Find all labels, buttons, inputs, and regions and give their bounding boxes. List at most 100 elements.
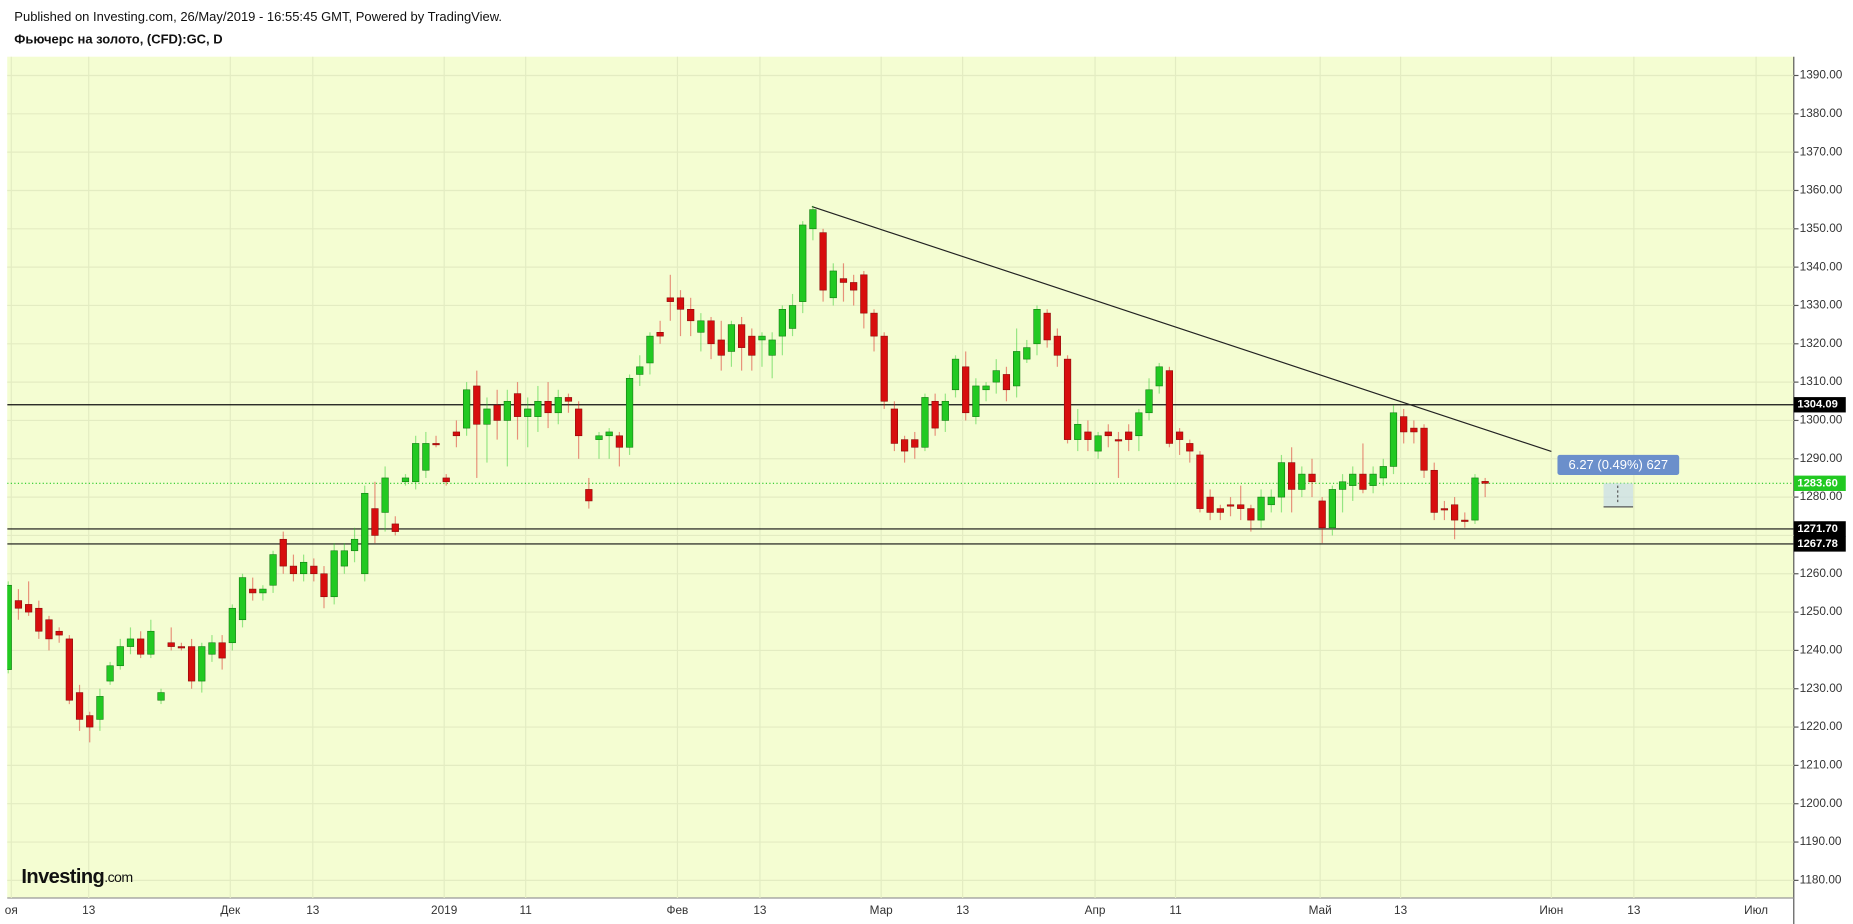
candle-body: [55, 630, 63, 636]
candle-body: [1165, 370, 1174, 444]
candle-body: [1175, 431, 1184, 440]
measure-label: 6.27 (0.49%) 627: [1569, 457, 1669, 472]
y-tick-label: 1390.00: [1800, 68, 1843, 82]
candle-body: [656, 331, 664, 337]
candle-body: [941, 400, 949, 421]
candle-body: [1308, 473, 1316, 483]
candle-body: [198, 646, 206, 682]
plot-bg: [7, 56, 1794, 899]
candle-body: [850, 282, 858, 291]
candle-body: [340, 550, 348, 567]
last-price-label-bg: [1793, 475, 1846, 491]
candle-body: [1420, 427, 1428, 471]
candle-body: [167, 642, 175, 647]
candle-body: [951, 358, 960, 391]
candle-body: [1216, 508, 1224, 513]
x-tick-label: Фев: [667, 903, 689, 917]
candle-body: [768, 339, 776, 356]
candle-body: [1043, 312, 1051, 341]
candle-body: [625, 377, 634, 448]
candle-body: [208, 642, 216, 655]
candle-body: [228, 607, 236, 644]
candle-body: [829, 270, 837, 299]
candle-body: [1196, 454, 1204, 509]
candle-body: [330, 550, 338, 598]
candle-body: [1430, 469, 1438, 513]
candle-body: [524, 408, 532, 417]
candle-body: [259, 588, 267, 594]
y-tick-label: 1190.00: [1800, 834, 1842, 848]
candle-body: [1369, 473, 1377, 486]
logo: Investing.com: [21, 866, 132, 888]
y-tick-label: 1370.00: [1800, 144, 1843, 158]
x-tick-label: 13: [1394, 903, 1408, 917]
candle-body: [727, 324, 736, 352]
overlays: 1304.09 1271.70 1267.78 1283.60: [1793, 397, 1846, 552]
y-tick-label: 1200.00: [1800, 796, 1843, 810]
candle-body: [361, 492, 369, 575]
y-tick-label: 1360.00: [1800, 183, 1843, 197]
candle-body: [289, 565, 298, 575]
x-tick-label: Июн: [1539, 903, 1563, 917]
candle-body: [462, 389, 471, 429]
candle-body: [1298, 473, 1306, 490]
candle-body: [442, 477, 450, 483]
x-tick-label: 13: [306, 903, 320, 917]
candle-body: [1033, 308, 1041, 345]
levels: [7, 206, 1794, 545]
y-tick-label: 1250.00: [1800, 604, 1843, 618]
candle-body: [839, 278, 848, 283]
candle-body: [1379, 466, 1387, 479]
candle-body: [391, 523, 399, 532]
candle-body: [1328, 489, 1336, 529]
y-tick-label: 1330.00: [1800, 298, 1843, 312]
x-tick-label: 11: [520, 903, 532, 917]
candle-body: [1186, 443, 1194, 452]
candle-body: [116, 646, 124, 667]
candle-body: [717, 339, 725, 356]
x-tick-label: Июл: [1744, 903, 1768, 917]
candle-body: [157, 692, 165, 701]
candle-body: [982, 385, 990, 391]
candle-body: [350, 538, 359, 552]
x-tick-label: Дек: [220, 903, 241, 917]
candle-body: [401, 477, 410, 483]
candle-body: [503, 400, 511, 421]
candle-body: [513, 393, 522, 417]
candle-body: [1267, 496, 1275, 506]
candle-body: [1338, 481, 1347, 490]
candles: [7, 205, 1489, 743]
candle-body: [1074, 423, 1082, 440]
candle-body: [758, 335, 766, 341]
candle-body: [575, 408, 583, 437]
candle-body: [106, 665, 114, 682]
candle-body: [187, 646, 196, 682]
candle-body: [870, 312, 878, 337]
candle-body: [493, 404, 501, 421]
candle-body: [483, 408, 491, 425]
x-tick-label: Мар: [870, 903, 894, 917]
candle-body: [788, 305, 797, 329]
candle-body: [1206, 496, 1214, 513]
candle-body: [1247, 508, 1255, 521]
candle-body: [1084, 431, 1092, 440]
candle-body: [1063, 358, 1072, 440]
candle-body: [1013, 351, 1021, 387]
logo-suffix: .com: [104, 870, 132, 886]
candle-body: [809, 209, 817, 230]
candle-body: [962, 366, 970, 414]
candle-body: [14, 600, 23, 609]
candle-body: [310, 565, 318, 575]
y-tick-label: 1220.00: [1800, 719, 1843, 733]
candle-body: [65, 638, 73, 701]
candle-body: [75, 692, 84, 720]
candle-body: [595, 435, 603, 440]
y-tick-label: 1320.00: [1800, 336, 1843, 350]
candle-body: [1318, 500, 1326, 529]
candle-body: [1471, 477, 1479, 521]
candle-body: [7, 584, 12, 670]
candle-body: [1237, 504, 1245, 509]
candle-body: [738, 324, 746, 348]
candle-body: [279, 538, 287, 567]
